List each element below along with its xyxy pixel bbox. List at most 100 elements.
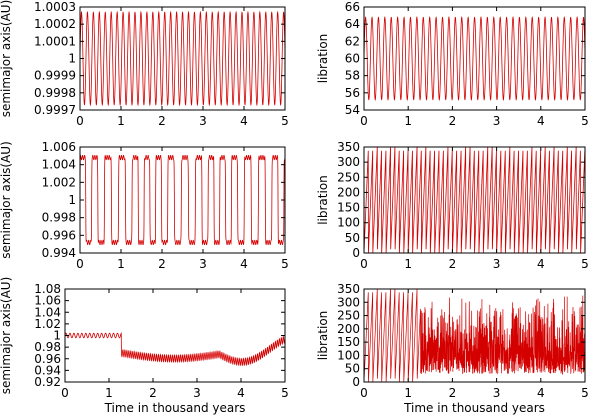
plot-frame [363, 146, 586, 254]
y-tick-label: 0 [352, 246, 360, 260]
x-tick-label: 2 [149, 386, 157, 400]
y-tick-label: 50 [345, 362, 360, 376]
plot-frame [363, 288, 586, 383]
y-tick-label: 0.9997 [34, 103, 76, 117]
y-tick-label: 100 [337, 216, 360, 230]
y-tick-label: 58 [345, 69, 360, 83]
chart-panel-2: 0 1 2 3 4 5 54 56 58 60 62 64 66 libration [316, 0, 589, 128]
series-line [64, 331, 286, 367]
y-tick-label: 1 [68, 52, 76, 66]
x-tick-label: 3 [493, 114, 501, 128]
y-tick-label: 0.96 [34, 352, 61, 366]
x-tick-label: 4 [240, 114, 248, 128]
y-axis-label: semimajor axis(AU) [0, 141, 13, 259]
series-line [363, 15, 586, 102]
y-tick-label: 250 [337, 170, 360, 184]
x-tick-label: 1 [404, 114, 412, 128]
x-tick-label: 1 [404, 257, 412, 271]
y-tick-label: 0.998 [42, 211, 76, 225]
y-tick-label: 1.0003 [34, 0, 76, 14]
x-tick-label: 4 [537, 257, 545, 271]
y-tick-label: 0.996 [42, 228, 76, 242]
y-tick-label: 150 [337, 335, 360, 349]
y-tick-label: 350 [337, 140, 360, 154]
y-tick-label: 1.006 [42, 140, 76, 154]
chart-panel-5: 0 1 2 3 4 50.920.940.960.9811.021.041.061.08s… [0, 277, 289, 415]
y-tick-label: 62 [345, 34, 360, 48]
y-tick-label: 200 [337, 322, 360, 336]
y-tick-label: 0.994 [42, 246, 76, 260]
x-tick-label: 3 [193, 386, 201, 400]
x-tick-label: 2 [449, 114, 457, 128]
x-tick-label: 1 [105, 386, 113, 400]
x-axis-label: Time in thousand years [104, 401, 246, 415]
x-tick-label: 0 [360, 386, 368, 400]
y-tick-label: 1.0001 [34, 34, 76, 48]
x-tick-label: 2 [158, 257, 166, 271]
x-tick-label: 0 [360, 257, 368, 271]
y-tick-label: 200 [337, 185, 360, 199]
x-tick-label: 3 [493, 386, 501, 400]
y-tick-label: 54 [345, 103, 360, 117]
y-tick-label: 0 [352, 375, 360, 389]
y-tick-label: 100 [337, 348, 360, 362]
series-line [363, 288, 586, 383]
y-tick-label: 350 [337, 282, 360, 296]
y-tick-label: 1.04 [34, 305, 61, 319]
x-tick-label: 4 [240, 257, 248, 271]
y-tick-label: 300 [337, 155, 360, 169]
y-axis-label: libration [316, 34, 330, 84]
chart-panel-1: 0 1 2 3 4 5 0.9997 0.9998 0.9999 1 1.0001 1.0002 1.0… [0, 0, 289, 128]
y-tick-label: 250 [337, 309, 360, 323]
x-tick-label: 1 [404, 386, 412, 400]
y-tick-label: 1.02 [34, 317, 61, 331]
x-tick-label: 5 [581, 257, 589, 271]
y-tick-label: 60 [345, 52, 360, 66]
y-tick-label: 66 [345, 0, 360, 14]
chart-panel-6: 0 1 2 3 4 5050100150200250300350librationTime… [316, 282, 589, 415]
x-tick-label: 0 [360, 114, 368, 128]
x-axis-label: Time in thousand years [403, 401, 545, 415]
x-tick-label: 2 [449, 386, 457, 400]
x-tick-label: 5 [281, 386, 289, 400]
x-tick-label: 4 [537, 114, 545, 128]
y-tick-label: 0.9998 [34, 86, 76, 100]
y-tick-label: 1 [68, 193, 76, 207]
x-tick-label: 0 [61, 386, 69, 400]
x-tick-label: 0 [76, 257, 84, 271]
y-tick-label: 0.94 [34, 363, 61, 377]
y-axis-label: semimajor axis(AU) [0, 0, 13, 117]
y-tick-label: 0.98 [34, 340, 61, 354]
x-tick-label: 3 [493, 257, 501, 271]
y-tick-label: 1.0002 [34, 17, 76, 31]
y-tick-label: 1.08 [34, 282, 61, 296]
x-tick-label: 2 [449, 257, 457, 271]
series-line [363, 146, 586, 254]
x-tick-label: 4 [237, 386, 245, 400]
series-line [79, 154, 286, 246]
y-tick-label: 64 [345, 17, 360, 31]
y-tick-label: 300 [337, 295, 360, 309]
y-tick-label: 0.9999 [34, 69, 76, 83]
y-tick-label: 1.004 [42, 158, 76, 172]
x-tick-label: 1 [117, 114, 125, 128]
x-tick-label: 3 [199, 257, 207, 271]
plot-frame [64, 288, 286, 383]
y-tick-label: 56 [345, 86, 360, 100]
x-tick-label: 0 [76, 114, 84, 128]
y-axis-label: libration [316, 175, 330, 225]
series-line [79, 10, 286, 107]
x-tick-label: 5 [281, 257, 289, 271]
y-axis-label: libration [316, 311, 330, 361]
x-tick-label: 2 [158, 114, 166, 128]
y-tick-label: 1.002 [42, 175, 76, 189]
x-tick-label: 3 [199, 114, 207, 128]
y-tick-label: 1 [53, 329, 61, 343]
x-tick-label: 5 [581, 114, 589, 128]
x-tick-label: 4 [537, 386, 545, 400]
x-tick-label: 5 [281, 114, 289, 128]
x-tick-label: 1 [117, 257, 125, 271]
y-axis-label: semimajor axis(AU) [0, 277, 13, 395]
